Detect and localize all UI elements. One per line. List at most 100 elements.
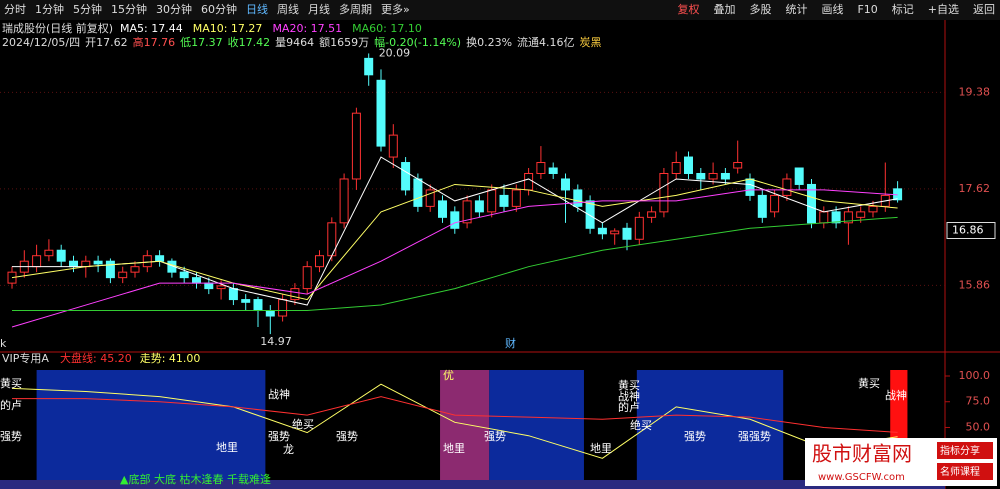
candle-body [69,260,78,268]
candle-body [351,112,361,180]
toolbar-button[interactable]: +自选 [928,3,959,16]
legend-entry: 大盘线: 45.20 [60,351,132,365]
current-price-box [946,221,996,239]
toolbar-tab[interactable]: 周线 [277,2,299,16]
candle-body [634,216,644,240]
info-item: 流通4.16亿 [517,35,575,49]
signal-label: 战神 [268,387,290,401]
candle-body [831,211,841,224]
toolbar-tab[interactable]: 1分钟 [35,2,64,16]
candle-body [118,271,128,279]
candle-body [487,189,497,213]
signal-label: 强势 [0,430,22,443]
candle-body [216,285,226,290]
y-tick-label: 17.62 [959,182,991,195]
signal-label: 强势 [268,430,290,443]
candle-body [44,249,54,257]
signal-label: 优 [443,369,454,382]
toolbar-button[interactable]: 返回 [973,3,995,16]
candle-body [794,167,804,185]
toolbar-button[interactable]: 统计 [785,3,807,16]
signal-label: 地里 [443,442,465,455]
signal-label: 战神 [885,388,907,402]
toolbar-button[interactable]: 标记 [892,2,914,16]
info-item: 低17.37 [180,36,223,49]
watermark-url: www.GSCFW.com [818,472,905,483]
toolbar-tab[interactable]: 多周期 [339,2,372,16]
candle-body [548,167,558,174]
candle-body [81,260,91,268]
signal-label: 强势 [484,430,506,443]
signal-label: 地里 [216,441,238,454]
candle-body [659,172,669,213]
candle-body [757,194,767,218]
signal-zone [440,370,490,480]
candle-body [708,172,718,180]
candle-body [204,282,214,290]
indicator-title: VIP专用A [2,351,49,365]
legend-entry: 走势: 41.00 [140,352,201,365]
toolbar-button[interactable]: F10 [857,3,877,16]
candle-body [278,299,288,317]
candle-body [401,162,411,191]
signal-label: 绝买 [292,417,314,431]
candle-body [807,183,816,224]
candle-body [462,200,472,224]
toolbar-bg [0,0,1000,20]
toolbar-tab[interactable]: 日线 [246,2,268,16]
signal-label: 战神 [618,389,640,403]
toolbar-tab[interactable]: 15分钟 [111,2,147,16]
candle-body [561,178,570,191]
watermark-name: 股市财富网 [812,442,912,466]
annotation: 14.97 [260,335,292,348]
toolbar-button[interactable]: 多股 [749,2,771,16]
toolbar-button[interactable]: 画线 [821,2,843,16]
info-item: 量9464 [275,36,314,49]
candle-body [499,194,509,207]
annotation: 20.09 [379,46,411,59]
legend-entry: MA20: 17.51 [272,22,342,35]
toolbar-tab[interactable]: 5分钟 [73,2,102,16]
candle-body [745,178,755,196]
candle-body [425,189,435,207]
candle-body [167,260,177,273]
info-item: 换0.23% [466,35,512,49]
candle-body [179,271,189,279]
candle-body [819,211,829,224]
candle-body [474,200,484,213]
candle-body [253,299,263,312]
info-item: 炭黑 [580,36,602,49]
toolbar-tab[interactable]: 60分钟 [201,2,237,16]
ma-line [11,189,898,328]
toolbar-tab[interactable]: 30分钟 [156,2,192,16]
indicator-line [11,383,898,459]
candle-body [720,172,730,180]
signal-label: 强强势 [738,430,771,443]
candle-body [536,162,546,174]
candle-body [155,255,165,262]
candle-body [32,255,42,268]
y-tick-label: 50.0 [966,420,991,433]
candle-body [782,178,792,196]
signal-label: 绝买 [630,418,652,432]
candle-body [93,260,103,265]
candle-body [856,211,866,218]
toolbar-tab[interactable]: 更多» [381,2,410,16]
candle-body [684,156,693,174]
watermark-tag: 名师课程 [940,465,980,478]
candle-body [524,172,534,191]
signal-label: 黄买 [618,378,640,392]
info-item: 收17.42 [228,35,271,49]
candle-body [696,172,706,180]
signal-label: 黄买 [0,376,22,390]
toolbar-tab[interactable]: 分时 [4,3,26,16]
candle-body [610,230,620,235]
candle-body [56,249,66,262]
toolbar-tab[interactable]: 月线 [308,2,330,16]
candle-body [573,189,583,207]
toolbar-button[interactable]: 复权 [677,2,699,16]
toolbar-button[interactable]: 叠加 [713,3,735,16]
candle-body [733,162,743,169]
legend-entry: MA5: 17.44 [120,22,183,35]
candle-body [438,200,447,218]
